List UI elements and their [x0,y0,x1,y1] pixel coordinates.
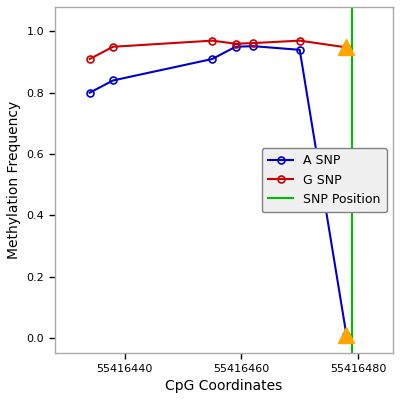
A SNP [344,332,349,337]
Line: G SNP: G SNP [86,37,350,62]
G SNP [297,38,302,43]
G SNP [344,45,349,50]
G SNP [251,41,256,46]
A SNP [210,57,214,62]
G SNP [111,44,116,49]
A SNP [251,44,256,48]
A SNP [87,90,92,95]
Line: A SNP: A SNP [86,43,350,338]
X-axis label: CpG Coordinates: CpG Coordinates [165,379,282,393]
Legend: A SNP, G SNP, SNP Position: A SNP, G SNP, SNP Position [262,148,387,212]
G SNP [210,38,214,43]
A SNP [111,78,116,83]
G SNP [87,57,92,62]
G SNP [233,41,238,46]
Y-axis label: Methylation Frequency: Methylation Frequency [7,101,21,259]
A SNP [297,48,302,52]
A SNP [233,44,238,49]
